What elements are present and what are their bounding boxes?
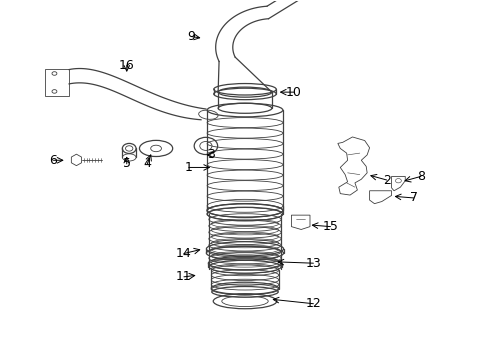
Text: 11: 11 [176, 270, 192, 283]
Text: 12: 12 [306, 297, 321, 310]
Text: 3: 3 [207, 148, 215, 161]
Text: 9: 9 [187, 30, 195, 43]
Text: 16: 16 [119, 59, 135, 72]
Text: 4: 4 [144, 157, 151, 170]
Text: 14: 14 [176, 247, 192, 260]
Text: 8: 8 [417, 170, 425, 183]
Text: 7: 7 [410, 192, 417, 204]
Text: 15: 15 [322, 220, 339, 233]
Text: 1: 1 [185, 161, 193, 174]
Text: 5: 5 [123, 157, 131, 170]
Text: 6: 6 [49, 154, 57, 167]
Text: 13: 13 [306, 257, 321, 270]
Text: 2: 2 [383, 174, 391, 186]
Text: 10: 10 [286, 86, 302, 99]
